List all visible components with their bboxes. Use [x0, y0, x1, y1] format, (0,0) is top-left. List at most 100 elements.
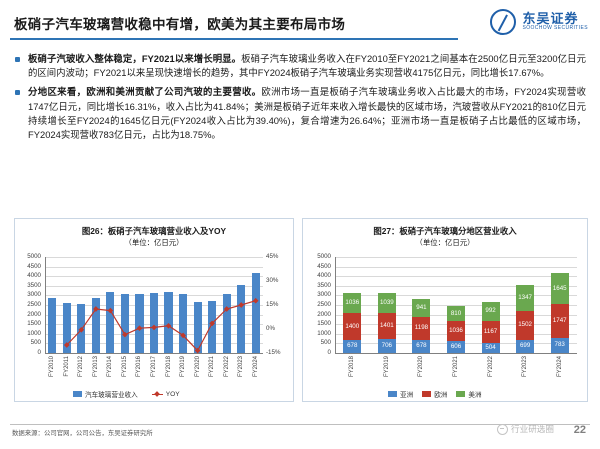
bar [120, 293, 129, 353]
bullet-text: 板硝子汽车玻璃业务收入在FY2010至FY2021之间基本在2500亿日元至32… [28, 53, 586, 79]
x-axis-tick: FY2018 [349, 356, 356, 378]
bar [48, 297, 57, 353]
gridline [45, 285, 263, 287]
y2-axis-tick: 15% [266, 301, 279, 308]
y-axis-tick: 5000 [27, 253, 41, 260]
logo-text-en: SOOCHOW SECURITIES [522, 25, 588, 31]
x-axis-tick: FY2019 [383, 356, 390, 378]
bar-value-label: 1036 [345, 299, 360, 307]
bullet-lead: 分地区来看，欧洲和美洲贡献了公司汽玻的主要营收。 [28, 86, 262, 98]
page-header: 板硝子汽车玻璃营收稳中有增，欧美为其主要布局市场 东吴证券 SOOCHOW SE… [0, 0, 600, 44]
x-axis-tick: FY2023 [522, 356, 529, 378]
gridline [335, 276, 577, 278]
bar-segment [550, 337, 569, 353]
bar-segment [481, 301, 500, 321]
logo-mark-icon [490, 9, 517, 35]
y-axis-tick: 1500 [317, 320, 331, 328]
gridline [335, 266, 577, 268]
gridline [335, 257, 577, 258]
chart-right-subtitle: （单位：亿日元） [415, 238, 475, 247]
gridline [335, 285, 577, 287]
gridline [335, 295, 577, 297]
legend-swatch [422, 391, 432, 397]
bar-segment [343, 293, 362, 314]
y-axis-tick: 4000 [317, 272, 331, 280]
y-axis-tick: 4000 [27, 272, 41, 280]
bullet-lead: 板硝子汽玻收入整体稳定，FY2021以来增长明显。 [28, 53, 242, 64]
bar [62, 303, 71, 353]
bar-segment [343, 339, 362, 353]
chart-right-legend: 亚洲 欧洲 美洲 [388, 389, 488, 399]
y-axis-tick: 0 [37, 349, 41, 356]
bar [178, 294, 188, 353]
bar-value-label: 678 [416, 342, 427, 350]
bar-segment [412, 339, 431, 353]
bar-value-label: 699 [519, 342, 531, 350]
bar-value-label: 606 [450, 343, 462, 351]
bar-value-label: 1167 [483, 328, 498, 336]
y-axis-tick: 1000 [317, 329, 331, 337]
bar-segment [516, 339, 535, 353]
gridline [45, 276, 263, 278]
x-axis-tick: FY2021 [453, 356, 459, 378]
legend-label: 汽车玻璃营业收入 [85, 392, 138, 399]
x-axis-line [335, 353, 577, 354]
bar-segment [481, 343, 500, 353]
watermark-text: 行业研选圈 [511, 424, 554, 434]
bullet-marker-icon [15, 90, 20, 95]
bar-value-label: 1039 [379, 298, 394, 306]
chart-right-plot: 0 500 1000 1500 2000 2500 3000 3500 4000 4500 5000… [303, 251, 587, 399]
y2-axis-tick: 45% [266, 253, 279, 260]
company-logo: 东吴证券 SOOCHOW SECURITIES [490, 8, 588, 36]
bar-value-label: 941 [416, 303, 427, 311]
bar-value-label: 1645 [552, 284, 567, 292]
legend-swatch-bar [73, 391, 82, 397]
bullet-marker-icon [15, 56, 20, 62]
bar-value-label: 1198 [414, 324, 429, 332]
bar-segment [550, 304, 569, 338]
bar-segment [447, 305, 465, 322]
y-axis-tick: 3500 [27, 281, 41, 289]
y2-axis-tick: 0% [266, 325, 275, 332]
legend-swatch [456, 391, 466, 397]
bar [135, 293, 144, 353]
bar [208, 300, 217, 353]
y-axis-tick: 2500 [317, 301, 331, 308]
legend-label: 亚洲 [400, 392, 414, 399]
bar-value-label: 1036 [449, 327, 463, 335]
y2-axis-tick: 30% [266, 277, 279, 284]
page-number: 22 [573, 424, 586, 436]
bar [251, 272, 260, 353]
gridline [335, 305, 577, 306]
legend-label: 欧洲 [434, 392, 448, 399]
y-axis-tick: 3000 [317, 291, 331, 299]
bar [237, 284, 246, 353]
legend-label: YOY [165, 390, 180, 398]
y-axis-tick: 3500 [317, 281, 331, 289]
watermark-icon [497, 423, 509, 435]
y-axis-line [45, 257, 46, 353]
x-axis-line [45, 353, 263, 354]
legend-swatch [388, 391, 397, 397]
bar-segment [481, 320, 500, 344]
bar [91, 297, 100, 353]
gridline [45, 266, 263, 268]
bar-value-label: 504 [485, 344, 496, 352]
y-axis-tick: 0 [327, 349, 331, 356]
y-axis-tick: 4500 [317, 262, 331, 270]
y-axis-tick: 2000 [317, 310, 331, 318]
bullet-list: 板硝子汽玻收入整体稳定，FY2021以来增长明显。板硝子汽车玻璃业务收入在FY2… [14, 52, 586, 147]
bar-value-label: 783 [554, 341, 565, 349]
y-axis-line [335, 257, 336, 353]
x-axis-tick: FY2022 [487, 356, 494, 378]
chart-panel-left: 图26：板硝子汽车玻璃营业收入及YOY （单位：亿日元） 0 500 1000 150… [14, 218, 294, 402]
yoy-line-series [63, 297, 259, 354]
chart-left-legend: 汽车玻璃营业收入 YOY [73, 389, 180, 399]
y-axis-tick: 4500 [27, 262, 41, 270]
bar-segment [412, 298, 431, 317]
bar-segment [377, 339, 396, 353]
bar-value-label: 1502 [518, 321, 532, 329]
bar-segment [447, 321, 465, 342]
page-title: 板硝子汽车玻璃营收稳中有增，欧美为其主要布局市场 [14, 17, 346, 32]
gridline [45, 257, 263, 258]
